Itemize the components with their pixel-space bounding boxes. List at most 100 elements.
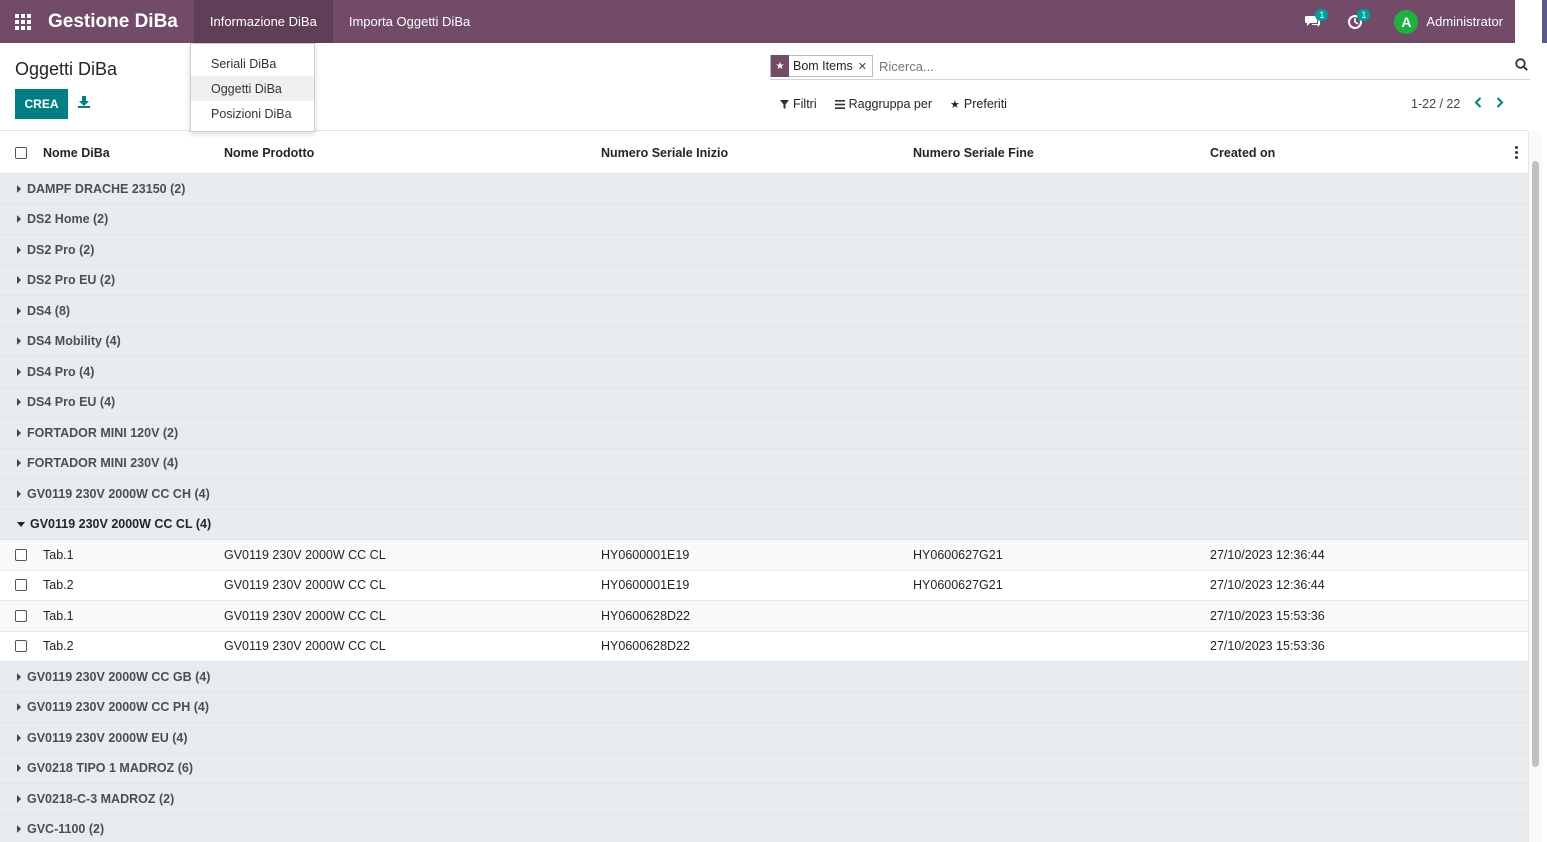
cell-nome-prodotto: GV0119 230V 2000W CC CL bbox=[224, 578, 386, 593]
app-title[interactable]: Gestione DiBa bbox=[48, 10, 178, 32]
caret-right-icon bbox=[17, 367, 21, 376]
dropdown-item-seriali-diba[interactable]: Seriali DiBa bbox=[211, 56, 277, 71]
group-label: DAMPF DRACHE 23150 (2) bbox=[27, 181, 186, 196]
cell-created-on: 27/10/2023 12:36:44 bbox=[1210, 547, 1325, 562]
column-numero-seriale-inizio[interactable]: Numero Seriale Inizio bbox=[601, 145, 729, 160]
caret-right-icon bbox=[17, 306, 21, 315]
group-row[interactable]: DS4 Pro EU (4) bbox=[0, 387, 1528, 418]
edge-bar bbox=[1542, 0, 1547, 43]
select-all-checkbox[interactable] bbox=[15, 146, 27, 159]
cell-seriale-inizio: HY0600628D22 bbox=[601, 639, 690, 654]
caret-right-icon bbox=[17, 794, 21, 803]
pager-next-icon[interactable] bbox=[1496, 96, 1504, 111]
scrollbar[interactable] bbox=[1528, 131, 1542, 842]
group-row[interactable]: GV0218 TIPO 1 MADROZ (6) bbox=[0, 753, 1528, 784]
column-nome-diba[interactable]: Nome DiBa bbox=[43, 145, 110, 160]
group-row[interactable]: DS2 Pro (2) bbox=[0, 235, 1528, 266]
group-row-open[interactable]: GV0119 230V 2000W CC CL (4) bbox=[0, 509, 1528, 540]
group-row[interactable]: DS4 (8) bbox=[0, 296, 1528, 327]
row-checkbox[interactable] bbox=[15, 640, 27, 653]
group-row[interactable]: DS2 Home (2) bbox=[0, 204, 1528, 235]
activities-clock-icon[interactable]: 1 bbox=[1334, 0, 1376, 43]
group-label: FORTADOR MINI 120V (2) bbox=[27, 425, 179, 440]
group-row[interactable]: GV0218-C-3 MADROZ (2) bbox=[0, 784, 1528, 815]
groupby-button[interactable]: Raggruppa per bbox=[834, 97, 932, 111]
group-row[interactable]: GV0119 230V 2000W CC GB (4) bbox=[0, 662, 1528, 693]
group-label: GV0218 TIPO 1 MADROZ (6) bbox=[27, 761, 194, 776]
group-label: GV0119 230V 2000W CC PH (4) bbox=[27, 700, 210, 715]
pager: 1-22 / 22 bbox=[1411, 96, 1504, 111]
group-row[interactable]: GV0119 230V 2000W CC CH (4) bbox=[0, 479, 1528, 510]
activities-badge: 1 bbox=[1357, 9, 1371, 21]
user-menu[interactable]: A Administrator bbox=[1376, 9, 1515, 34]
group-row[interactable]: DAMPF DRACHE 23150 (2) bbox=[0, 174, 1528, 205]
group-row[interactable]: DS4 Pro (4) bbox=[0, 357, 1528, 388]
informazione-diba-dropdown: Seriali DiBa Oggetti DiBa Posizioni DiBa bbox=[190, 43, 315, 132]
download-icon[interactable] bbox=[78, 96, 90, 111]
caret-right-icon bbox=[17, 398, 21, 407]
filters-button[interactable]: Filtri bbox=[780, 97, 817, 111]
group-row[interactable]: FORTADOR MINI 120V (2) bbox=[0, 418, 1528, 449]
caret-right-icon bbox=[17, 184, 21, 193]
search-icon[interactable] bbox=[1515, 58, 1528, 74]
filters-label: Filtri bbox=[793, 97, 817, 111]
group-label: FORTADOR MINI 230V (4) bbox=[27, 456, 179, 471]
apps-menu-icon[interactable] bbox=[0, 0, 46, 43]
menu-importa-oggetti-diba[interactable]: Importa Oggetti DiBa bbox=[348, 14, 471, 29]
optional-columns-icon[interactable] bbox=[1515, 146, 1518, 159]
column-nome-prodotto[interactable]: Nome Prodotto bbox=[224, 145, 315, 160]
group-label: GV0119 230V 2000W CC CL (4) bbox=[30, 517, 212, 532]
scrollbar-thumb[interactable] bbox=[1532, 161, 1539, 767]
favorites-star-icon: ★ bbox=[950, 98, 960, 111]
row-checkbox[interactable] bbox=[15, 579, 27, 592]
caret-right-icon bbox=[17, 215, 21, 224]
cell-created-on: 27/10/2023 12:36:44 bbox=[1210, 578, 1325, 593]
table-row[interactable]: Tab.2 GV0119 230V 2000W CC CL HY0600628D22… bbox=[0, 631, 1528, 662]
group-label: GVC-1100 (2) bbox=[27, 822, 105, 837]
group-row[interactable]: GV0119 230V 2000W CC PH (4) bbox=[0, 692, 1528, 723]
dropdown-item-oggetti-diba[interactable]: Oggetti DiBa bbox=[191, 76, 314, 101]
caret-down-icon bbox=[17, 521, 25, 527]
cell-nome-prodotto: GV0119 230V 2000W CC CL bbox=[224, 608, 386, 623]
cell-created-on: 27/10/2023 15:53:36 bbox=[1210, 639, 1325, 654]
cell-seriale-fine: HY0600627G21 bbox=[913, 547, 1003, 562]
pager-value[interactable]: 1-22 / 22 bbox=[1411, 96, 1461, 111]
avatar: A bbox=[1394, 9, 1419, 34]
facet-label: Bom Items bbox=[793, 59, 853, 73]
column-numero-seriale-fine[interactable]: Numero Seriale Fine bbox=[913, 145, 1034, 160]
group-row[interactable]: GV0119 230V 2000W EU (4) bbox=[0, 723, 1528, 754]
table-row[interactable]: Tab.2 GV0119 230V 2000W CC CL HY0600001E19… bbox=[0, 570, 1528, 601]
group-label: DS2 Pro EU (2) bbox=[27, 273, 116, 288]
caret-right-icon bbox=[17, 337, 21, 346]
cell-nome-diba: Tab.1 bbox=[43, 608, 74, 623]
cell-nome-prodotto: GV0119 230V 2000W CC CL bbox=[224, 547, 386, 562]
messages-icon[interactable]: 1 bbox=[1292, 0, 1334, 43]
group-row[interactable]: GVC-1100 (2) bbox=[0, 814, 1528, 842]
caret-right-icon bbox=[17, 703, 21, 712]
row-checkbox[interactable] bbox=[15, 609, 27, 622]
search-facet: ★ Bom Items ✕ bbox=[770, 55, 873, 77]
cell-nome-diba: Tab.2 bbox=[43, 578, 74, 593]
group-label: DS4 Mobility (4) bbox=[27, 334, 121, 349]
pager-previous-icon[interactable] bbox=[1474, 96, 1482, 111]
facet-close-icon[interactable]: ✕ bbox=[857, 60, 867, 73]
group-row[interactable]: FORTADOR MINI 230V (4) bbox=[0, 448, 1528, 479]
column-created-on[interactable]: Created on bbox=[1210, 145, 1276, 160]
menu-informazione-diba[interactable]: Informazione DiBa bbox=[193, 0, 333, 43]
user-name: Administrator bbox=[1426, 14, 1503, 29]
caret-right-icon bbox=[17, 428, 21, 437]
table-row[interactable]: Tab.1 GV0119 230V 2000W CC CL HY0600628D22… bbox=[0, 601, 1528, 632]
row-checkbox[interactable] bbox=[15, 548, 27, 561]
cell-seriale-inizio: HY0600628D22 bbox=[601, 608, 690, 623]
caret-right-icon bbox=[17, 825, 21, 834]
cell-seriale-inizio: HY0600001E19 bbox=[601, 547, 690, 562]
group-row[interactable]: DS4 Mobility (4) bbox=[0, 326, 1528, 357]
group-row[interactable]: DS2 Pro EU (2) bbox=[0, 265, 1528, 296]
create-button[interactable]: CREA bbox=[15, 89, 68, 119]
table-row[interactable]: Tab.1 GV0119 230V 2000W CC CL HY0600001E19… bbox=[0, 540, 1528, 571]
favorites-button[interactable]: ★ Preferiti bbox=[950, 97, 1007, 111]
filter-icon bbox=[780, 99, 789, 109]
search-input[interactable] bbox=[878, 58, 1479, 74]
bars-icon bbox=[834, 99, 845, 109]
dropdown-item-posizioni-diba[interactable]: Posizioni DiBa bbox=[211, 106, 292, 121]
